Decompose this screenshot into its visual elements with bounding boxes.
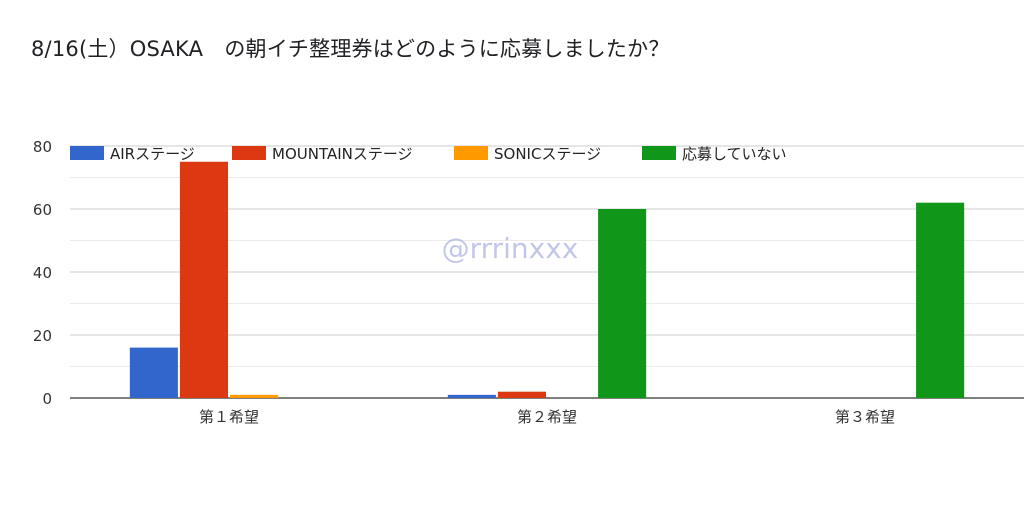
- bar-3-1[interactable]: [598, 209, 647, 398]
- y-tick-label: 60: [33, 201, 52, 219]
- bar-2-0[interactable]: [230, 394, 279, 398]
- legend-label: SONICステージ: [494, 145, 601, 163]
- watermark-text: @rrrinxxx: [442, 232, 579, 265]
- legend-label: MOUNTAINステージ: [272, 145, 413, 163]
- bar-0-1[interactable]: [447, 394, 496, 398]
- y-tick-label: 20: [33, 327, 52, 345]
- legend-swatch: [642, 146, 676, 160]
- legend-swatch: [232, 146, 266, 160]
- legend: AIRステージ MOUNTAINステージ SONICステージ 応募していない: [70, 145, 787, 163]
- legend-label: AIRステージ: [110, 145, 195, 163]
- y-tick-label: 40: [33, 264, 52, 282]
- bars: [129, 161, 965, 398]
- legend-swatch: [454, 146, 488, 160]
- bar-0-0[interactable]: [129, 347, 178, 398]
- y-tick-label: 80: [33, 138, 52, 156]
- x-tick-label: 第３希望: [835, 408, 895, 426]
- bar-3-2[interactable]: [916, 202, 965, 398]
- gridlines: [70, 145, 1024, 399]
- bar-1-0[interactable]: [179, 161, 228, 398]
- y-axis-ticks: 0 20 40 60 80: [33, 138, 52, 408]
- chart-title: 8/16(土）OSAKA の朝イチ整理券はどのように応募しましたか？: [31, 37, 670, 61]
- legend-swatch: [70, 146, 104, 160]
- x-axis-ticks: 第１希望 第２希望 第３希望: [199, 408, 895, 426]
- x-tick-label: 第１希望: [199, 408, 259, 426]
- legend-label: 応募していない: [682, 145, 787, 163]
- bar-1-1[interactable]: [497, 391, 546, 398]
- x-tick-label: 第２希望: [517, 408, 577, 426]
- y-tick-label: 0: [42, 390, 52, 408]
